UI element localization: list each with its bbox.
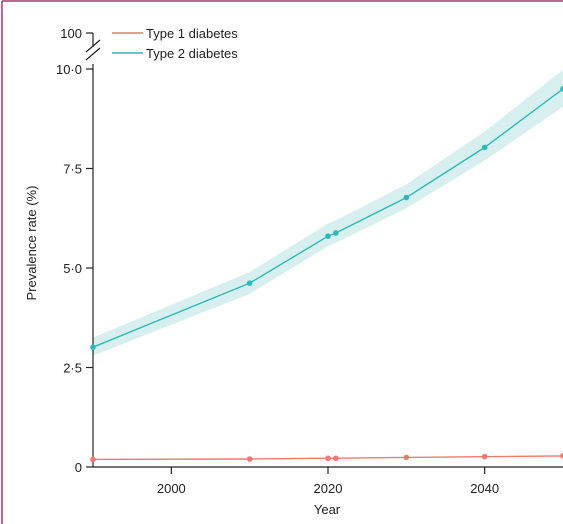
legend-label-type2: Type 2 diabetes	[146, 46, 238, 61]
legend-label-type1: Type 1 diabetes	[146, 26, 238, 41]
type1-data-point	[481, 453, 488, 460]
type2-uncertainty-band	[93, 69, 563, 356]
y-tick-label: 0	[75, 460, 82, 475]
type1-data-point	[246, 456, 253, 462]
type1-data-point	[403, 454, 410, 461]
x-axis-label: Year	[314, 502, 341, 517]
x-tick-label: 2040	[470, 481, 499, 496]
type1-data-point	[325, 455, 331, 462]
y-tick-label: 2·5	[63, 361, 82, 376]
x-tick-label: 2020	[314, 481, 343, 496]
type2-data-point	[481, 144, 488, 151]
type2-data-point	[560, 86, 563, 92]
type2-data-point	[90, 344, 96, 351]
y-tick-label: 10·0	[56, 62, 82, 77]
series-layer	[90, 86, 563, 463]
x-ticks: 2000 2020 2040	[157, 467, 499, 496]
y-axis-label: Prevalence rate (%)	[24, 186, 39, 301]
type2-data-point	[246, 280, 253, 286]
type1-data-point	[560, 453, 563, 459]
legend: Type 1 diabetes Type 2 diabetes	[112, 26, 238, 61]
type2-data-point	[333, 230, 339, 236]
axis-break-mark-upper	[85, 39, 101, 53]
axis-break-mark-lower	[85, 47, 101, 61]
axes-layer	[85, 33, 563, 468]
type1-data-point	[333, 455, 339, 462]
type2-data-point	[325, 233, 331, 239]
y-tick-label-top: 100	[60, 26, 82, 41]
y-tick-label: 7·5	[63, 162, 82, 177]
confidence-band-layer	[93, 69, 563, 356]
x-tick-label: 2000	[157, 481, 186, 496]
y-ticks: 0 2·5 5·0 7·5 10·0 100	[56, 26, 93, 475]
type1-data-point	[90, 456, 96, 463]
type2-data-point	[403, 194, 410, 201]
y-tick-label: 5·0	[63, 261, 82, 276]
